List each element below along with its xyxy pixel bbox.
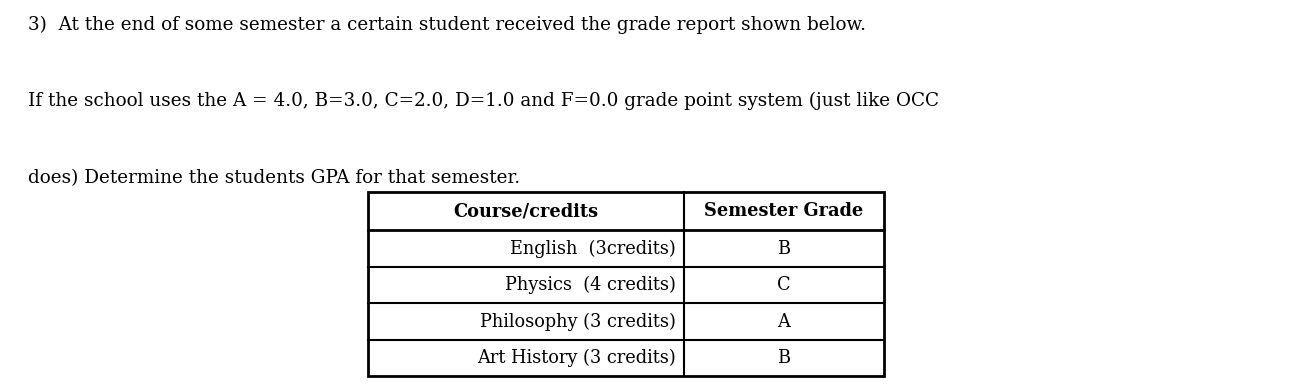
Text: B: B [777,349,791,367]
Text: Semester Grade: Semester Grade [704,202,863,220]
Text: Course/credits: Course/credits [453,202,599,220]
Text: English  (3credits): English (3credits) [511,240,676,258]
Text: If the school uses the A = 4.0, B=3.0, C=2.0, D=1.0 and F=0.0 grade point system: If the school uses the A = 4.0, B=3.0, C… [28,92,939,111]
Text: B: B [777,240,791,258]
Text: 3)  At the end of some semester a certain student received the grade report show: 3) At the end of some semester a certain… [28,15,867,34]
Text: does) Determine the students GPA for that semester.: does) Determine the students GPA for tha… [28,169,520,187]
Text: C: C [777,276,791,294]
Text: Philosophy (3 credits): Philosophy (3 credits) [480,313,676,331]
Text: Physics  (4 credits): Physics (4 credits) [506,276,676,294]
Text: Art History (3 credits): Art History (3 credits) [477,349,676,367]
Text: A: A [778,313,789,331]
